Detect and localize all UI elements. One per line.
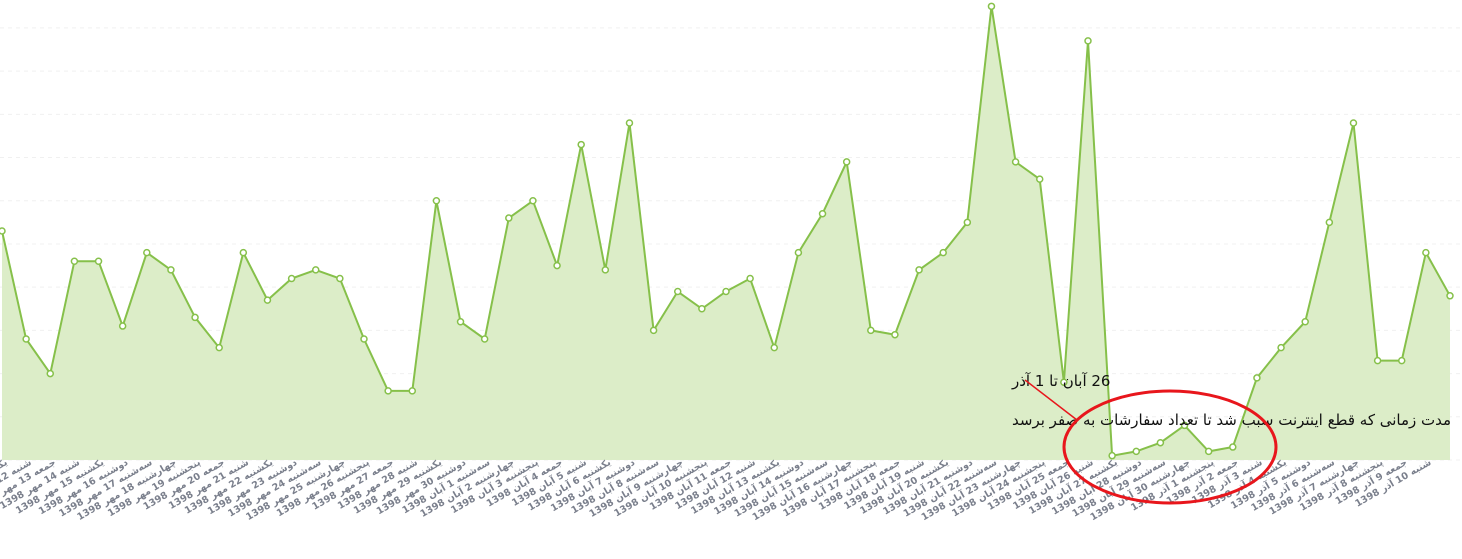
data-point	[698, 305, 706, 313]
data-point	[1253, 374, 1261, 382]
data-point	[842, 158, 851, 166]
data-points	[0, 2, 1454, 460]
data-point	[1084, 37, 1092, 45]
data-point	[0, 227, 6, 235]
data-point	[1229, 443, 1237, 451]
data-point	[215, 343, 223, 352]
data-point	[311, 266, 320, 274]
annotation-pointer-line	[1024, 379, 1078, 421]
data-point	[1108, 451, 1116, 460]
data-point	[456, 317, 465, 326]
data-point	[915, 266, 923, 274]
data-point	[384, 387, 392, 395]
data-point	[1156, 438, 1165, 447]
data-point	[1397, 356, 1406, 365]
data-point	[1277, 343, 1285, 352]
data-point	[987, 2, 996, 11]
data-point	[794, 248, 803, 257]
data-point	[239, 248, 248, 257]
annotation: 26 آبان تا 1 آذر مدت زمانی که قطع اینترن…	[1011, 372, 1451, 505]
data-point	[1060, 378, 1068, 386]
data-point	[1325, 218, 1334, 227]
data-point	[336, 274, 344, 283]
data-point	[1422, 248, 1430, 257]
data-point	[1373, 356, 1382, 365]
data-point	[963, 218, 972, 227]
data-point	[529, 197, 537, 205]
data-point	[818, 209, 827, 218]
data-point	[770, 343, 779, 352]
data-point	[360, 335, 368, 343]
data-point	[1301, 317, 1309, 326]
data-point	[1132, 447, 1141, 456]
data-point	[1035, 175, 1044, 183]
data-point	[287, 274, 296, 283]
data-point	[577, 140, 585, 149]
series-area	[2, 6, 1450, 461]
data-point	[22, 335, 30, 343]
data-point	[70, 257, 79, 265]
data-point	[1011, 158, 1020, 166]
data-point	[480, 335, 489, 343]
data-point	[722, 287, 730, 296]
data-point	[94, 257, 103, 265]
data-point	[601, 266, 610, 274]
data-point	[46, 369, 55, 378]
data-point	[167, 266, 175, 274]
data-point	[1180, 421, 1189, 430]
annotation-title: 26 آبان تا 1 آذر	[1011, 372, 1110, 390]
data-point	[649, 326, 658, 335]
data-point	[625, 119, 634, 127]
data-point	[867, 326, 875, 335]
data-point	[505, 214, 513, 222]
data-point	[1204, 447, 1213, 456]
data-point	[673, 287, 682, 296]
data-point	[553, 261, 561, 270]
data-point	[432, 197, 441, 205]
data-point	[191, 313, 199, 322]
data-point	[143, 248, 151, 257]
data-point	[891, 330, 899, 339]
annotation-body: مدت زمانی که قطع اینترنت سبب شد تا تعداد…	[1012, 411, 1451, 429]
data-point	[408, 387, 417, 395]
data-point	[263, 296, 272, 304]
data-point	[118, 322, 127, 330]
data-point	[1446, 292, 1454, 300]
data-point	[746, 274, 754, 283]
data-point	[1349, 119, 1358, 127]
highlight-ellipse	[1062, 389, 1278, 505]
data-point	[939, 248, 947, 257]
